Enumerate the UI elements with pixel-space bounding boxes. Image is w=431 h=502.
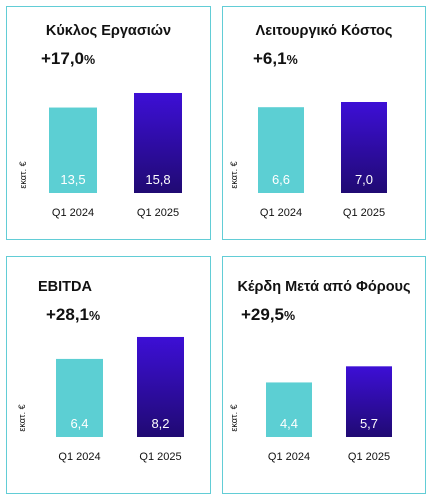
- chart-title: Λειτουργικό Κόστος: [255, 23, 393, 39]
- bar-chart-operating-cost: 6,6 Q1 2024 7,0 Q1 2025 εκατ. €: [229, 102, 387, 219]
- bar-q1-2024: [258, 107, 304, 193]
- bar-value-label: 13,5: [60, 172, 85, 187]
- category-label: Q1 2025: [137, 207, 179, 219]
- panel-net-profit: Κέρδη Μετά από Φόρους +29,5% 4,4 Q1 2024 5…: [222, 256, 426, 494]
- bar-value-label: 6,4: [70, 416, 88, 431]
- bar-q1-2025: [134, 92, 182, 193]
- category-label: Q1 2024: [260, 207, 302, 219]
- bar-q1-2025: [137, 336, 184, 437]
- bar-value-label: 15,8: [145, 172, 170, 187]
- chart-title: Κύκλος Εργασιών: [45, 23, 172, 39]
- growth-label: +6,1%: [253, 49, 298, 69]
- category-label: Q1 2025: [348, 451, 390, 463]
- y-axis-label: εκατ. €: [229, 404, 239, 431]
- growth-value: +6,1: [253, 49, 287, 68]
- category-label: Q1 2024: [58, 451, 100, 463]
- bar-value-label: 8,2: [151, 416, 169, 431]
- bar-q1-2024: [49, 107, 97, 193]
- growth-unit: %: [284, 309, 296, 323]
- category-label: Q1 2024: [52, 207, 94, 219]
- bar-chart-ebitda: 6,4 Q1 2024 8,2 Q1 2025 εκατ. €: [17, 336, 184, 463]
- growth-unit: %: [286, 53, 298, 67]
- growth-value: +29,5: [241, 305, 285, 324]
- chart-title: Κέρδη Μετά από Φόρους: [237, 279, 411, 295]
- category-label: Q1 2025: [343, 207, 385, 219]
- bar-q1-2025: [346, 366, 392, 437]
- category-label: Q1 2024: [268, 451, 310, 463]
- y-axis-label: εκατ. €: [229, 161, 239, 188]
- panel-operating-cost: Λειτουργικό Κόστος +6,1% 6,6 Q1 2024 7,0 Q1…: [222, 6, 426, 240]
- growth-value: +17,0: [41, 49, 85, 68]
- growth-unit: %: [89, 309, 101, 323]
- growth-label: +17,0%: [41, 49, 95, 69]
- bar-q1-2024: [266, 382, 312, 437]
- bar-value-label: 7,0: [355, 172, 373, 187]
- category-label: Q1 2025: [139, 451, 181, 463]
- chart-title: EBITDA: [38, 279, 92, 295]
- bar-chart-revenue: 13,5 Q1 2024 15,8 Q1 2025 εκατ. €: [18, 92, 182, 219]
- growth-label: +28,1%: [46, 305, 100, 325]
- growth-label: +29,5%: [241, 305, 295, 325]
- bar-value-label: 4,4: [280, 416, 298, 431]
- bar-chart-net-profit: 4,4 Q1 2024 5,7 Q1 2025 εκατ. €: [229, 366, 392, 463]
- bar-q1-2025: [341, 102, 387, 193]
- y-axis-label: εκατ. €: [18, 161, 28, 188]
- bar-value-label: 6,6: [272, 172, 290, 187]
- growth-unit: %: [84, 53, 96, 67]
- bar-value-label: 5,7: [360, 416, 378, 431]
- y-axis-label: εκατ. €: [17, 404, 27, 431]
- growth-value: +28,1: [46, 305, 90, 324]
- panel-ebitda: EBITDA +28,1% 6,4 Q1 2024 8,2 Q1 2025 εκατ. …: [6, 256, 211, 494]
- panel-revenue: Κύκλος Εργασιών +17,0% 13,5 Q1 2024 15,8 Q1…: [6, 6, 211, 240]
- bar-q1-2024: [56, 358, 103, 437]
